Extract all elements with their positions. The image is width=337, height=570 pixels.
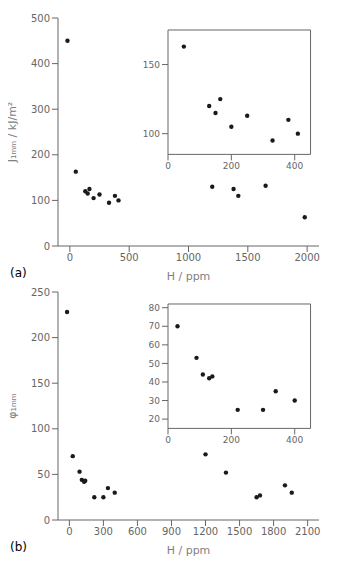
- svg-text:300: 300: [31, 104, 50, 115]
- svg-text:200: 200: [222, 161, 239, 171]
- svg-text:200: 200: [31, 332, 50, 343]
- html-text:(b): (b): [10, 540, 27, 554]
- svg-text:0: 0: [165, 161, 171, 171]
- svg-text:40: 40: [148, 378, 160, 388]
- svg-text:1200: 1200: [193, 526, 218, 537]
- svg-text:φ₁ₘₘ: φ₁ₘₘ: [8, 393, 19, 419]
- svg-text:150: 150: [142, 60, 159, 70]
- svg-text:30: 30: [148, 396, 160, 406]
- svg-text:2000: 2000: [294, 252, 319, 263]
- svg-text:400: 400: [31, 58, 50, 69]
- svg-text:1800: 1800: [261, 526, 286, 537]
- svg-text:H / ppm: H / ppm: [167, 270, 211, 282]
- svg-text:70: 70: [148, 322, 160, 332]
- svg-text:50: 50: [37, 469, 50, 480]
- svg-text:50: 50: [148, 359, 160, 369]
- html-text:(a): (a): [10, 266, 27, 280]
- svg-text:2100: 2100: [295, 526, 320, 537]
- svg-text:J₁ₘₘ / kJ/m²: J₁ₘₘ / kJ/m²: [8, 102, 19, 164]
- svg-text:1500: 1500: [227, 526, 252, 537]
- svg-text:400: 400: [286, 161, 303, 171]
- svg-text:0: 0: [44, 241, 50, 252]
- svg-text:100: 100: [142, 129, 159, 139]
- svg-text:200: 200: [31, 149, 50, 160]
- svg-text:500: 500: [31, 13, 50, 24]
- svg-text:0: 0: [165, 435, 171, 445]
- svg-text:1500: 1500: [235, 252, 260, 263]
- svg-text:0: 0: [66, 526, 72, 537]
- svg-text:1000: 1000: [176, 252, 201, 263]
- svg-text:250: 250: [31, 287, 50, 298]
- svg-text:200: 200: [222, 435, 239, 445]
- svg-text:80: 80: [148, 303, 160, 313]
- svg-text:H / ppm: H / ppm: [167, 544, 211, 556]
- svg-text:100: 100: [31, 195, 50, 206]
- svg-text:0: 0: [67, 252, 73, 263]
- svg-text:150: 150: [31, 378, 50, 389]
- svg-text:400: 400: [286, 435, 303, 445]
- svg-text:600: 600: [128, 526, 147, 537]
- svg-text:300: 300: [94, 526, 113, 537]
- svg-text:500: 500: [120, 252, 139, 263]
- svg-text:100: 100: [31, 423, 50, 434]
- svg-text:0: 0: [44, 515, 50, 526]
- svg-text:20: 20: [148, 415, 160, 425]
- svg-text:900: 900: [162, 526, 181, 537]
- svg-text:60: 60: [148, 340, 160, 350]
